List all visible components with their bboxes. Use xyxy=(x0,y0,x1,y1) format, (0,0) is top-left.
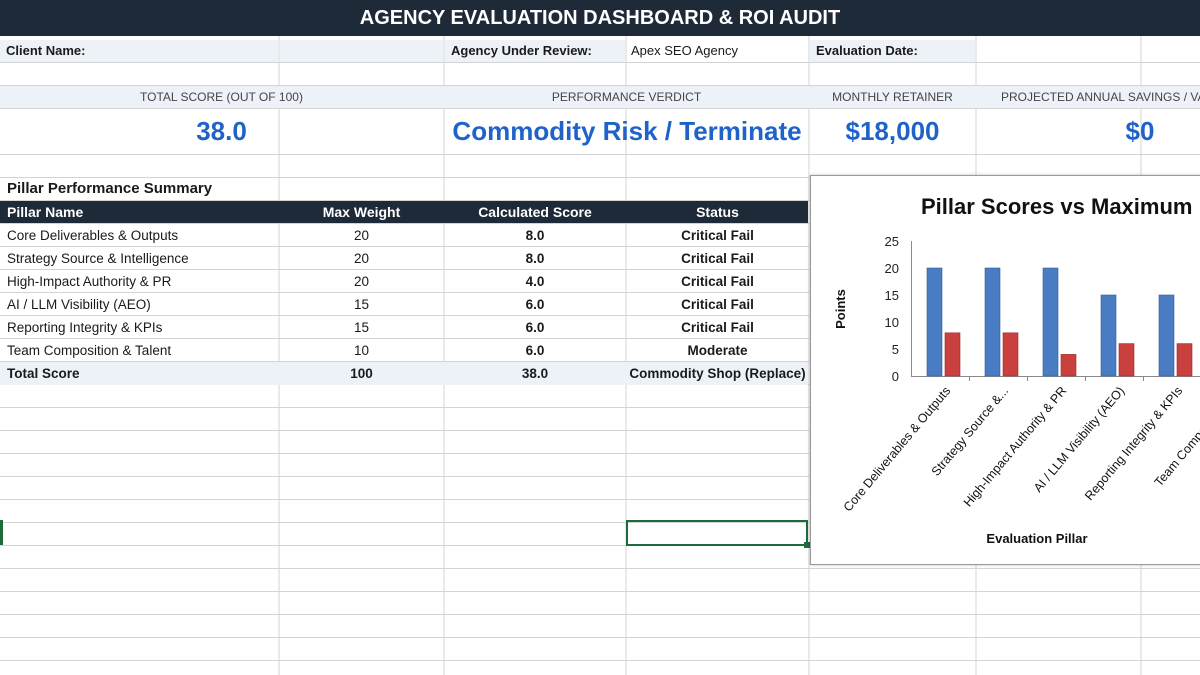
dashboard-banner: AGENCY EVALUATION DASHBOARD & ROI AUDIT xyxy=(0,0,1200,36)
status-cell[interactable]: Critical Fail xyxy=(681,320,754,335)
status-cell[interactable]: Critical Fail xyxy=(681,251,754,266)
fill-handle[interactable] xyxy=(804,542,810,548)
pillar-name-cell[interactable]: AI / LLM Visibility (AEO) xyxy=(7,297,151,312)
x-axis-title: Evaluation Pillar xyxy=(986,531,1087,546)
status-cell[interactable]: Moderate xyxy=(687,343,748,358)
y-tick-label: 0 xyxy=(892,369,899,384)
pillar-chart-svg: Pillar Scores vs Maximum 0 5 10 15 20 25 Points… xyxy=(833,194,1200,546)
calculated-score-cell[interactable]: 8.0 xyxy=(525,251,545,266)
agency-label: Agency Under Review: xyxy=(445,40,625,62)
max-weight-cell[interactable]: 15 xyxy=(353,320,370,335)
max-weight-cell[interactable]: 20 xyxy=(353,228,370,243)
bar-calculated-score xyxy=(1060,354,1077,377)
bar-max-weight xyxy=(1158,294,1175,377)
row-selection-marker xyxy=(0,520,3,545)
calculated-score-cell[interactable]: 6.0 xyxy=(525,297,545,312)
total-score-label: TOTAL SCORE (OUT OF 100) xyxy=(140,90,303,104)
max-weight-cell[interactable]: 20 xyxy=(353,274,370,289)
calculated-score-cell[interactable]: 8.0 xyxy=(525,228,545,243)
summary-title: Pillar Performance Summary xyxy=(7,180,213,197)
status-cell[interactable]: Critical Fail xyxy=(681,228,754,243)
table-row: Reporting Integrity & KPIs 15 6.0 Critical … xyxy=(0,316,808,339)
retainer-value: $18,000 xyxy=(845,116,940,146)
table-row: High-Impact Authority & PR 20 4.0 Critical … xyxy=(0,270,808,293)
y-tick-label: 15 xyxy=(885,288,899,303)
table-row: Strategy Source & Intelligence 20 8.0 Criti… xyxy=(0,247,808,270)
max-weight-cell[interactable]: 10 xyxy=(353,343,370,358)
bar-calculated-score xyxy=(1002,332,1019,377)
y-tick-label: 10 xyxy=(885,315,899,330)
column-header-status: Status xyxy=(696,204,739,220)
column-header-calculated-score: Calculated Score xyxy=(478,204,592,220)
total-row-status: Commodity Shop (Replace) xyxy=(629,366,806,381)
y-tick-label: 25 xyxy=(885,234,899,249)
table-row: Team Composition & Talent 10 6.0 Moderate xyxy=(0,339,808,362)
y-tick-label: 5 xyxy=(892,342,899,357)
pillar-name-cell[interactable]: Core Deliverables & Outputs xyxy=(7,228,179,243)
chart-title: Pillar Scores vs Maximum xyxy=(921,194,1192,219)
evaluation-date-field[interactable] xyxy=(977,40,1140,62)
total-row-max: 100 xyxy=(350,366,373,381)
bar-calculated-score xyxy=(1118,343,1135,377)
total-row-score: 38.0 xyxy=(521,366,549,381)
calculated-score-cell[interactable]: 4.0 xyxy=(525,274,545,289)
selected-cell[interactable] xyxy=(626,520,808,546)
client-name-label: Client Name: xyxy=(0,40,278,62)
x-tick-label: High-Impact Authority & PR xyxy=(961,384,1070,510)
evaluation-date-label: Evaluation Date: xyxy=(810,40,975,62)
summary-header-row: Pillar Name Max Weight Calculated Score … xyxy=(0,201,808,223)
status-cell[interactable]: Critical Fail xyxy=(681,274,754,289)
max-weight-cell[interactable]: 15 xyxy=(353,297,370,312)
total-row-name: Total Score xyxy=(7,366,80,381)
status-cell[interactable]: Critical Fail xyxy=(681,297,754,312)
verdict-value: Commodity Risk / Terminate xyxy=(452,116,802,146)
pillar-name-cell[interactable]: Reporting Integrity & KPIs xyxy=(7,320,163,335)
max-weight-cell[interactable]: 20 xyxy=(353,251,370,266)
bar-max-weight xyxy=(926,267,943,377)
total-score-value: 38.0 xyxy=(196,116,247,146)
table-row: AI / LLM Visibility (AEO) 15 6.0 Critical F… xyxy=(0,293,808,316)
column-header-max-weight: Max Weight xyxy=(322,204,401,220)
savings-value: $0 xyxy=(1125,116,1155,146)
verdict-label: PERFORMANCE VERDICT xyxy=(551,90,702,104)
pillar-chart[interactable]: Pillar Scores vs Maximum 0 5 10 15 20 25 Points… xyxy=(810,175,1200,565)
table-row: Core Deliverables & Outputs 20 8.0 Critical… xyxy=(0,224,808,247)
bar-calculated-score xyxy=(1176,343,1193,377)
bar-max-weight xyxy=(1042,267,1059,377)
x-tick-label: Core Deliverables & Outputs xyxy=(841,384,954,514)
calculated-score-cell[interactable]: 6.0 xyxy=(525,343,545,358)
agency-field[interactable]: Apex SEO Agency xyxy=(631,43,738,58)
bar-calculated-score xyxy=(944,332,961,377)
retainer-label: MONTHLY RETAINER xyxy=(832,90,953,104)
column-header-pillar-name: Pillar Name xyxy=(7,204,84,220)
total-row: Total Score 100 38.0 Commodity Shop (Rep… xyxy=(0,362,808,385)
y-tick-label: 20 xyxy=(885,261,899,276)
x-tick-label: Reporting Integrity & KPIs xyxy=(1082,384,1185,503)
bar-max-weight xyxy=(984,267,1001,377)
client-name-field[interactable] xyxy=(280,40,443,62)
pillar-name-cell[interactable]: Strategy Source & Intelligence xyxy=(7,251,189,266)
savings-label: PROJECTED ANNUAL SAVINGS / VAL xyxy=(1001,90,1200,104)
pillar-name-cell[interactable]: Team Composition & Talent xyxy=(7,343,172,358)
pillar-name-cell[interactable]: High-Impact Authority & PR xyxy=(7,274,172,289)
kpi-label-band xyxy=(0,86,1200,108)
y-axis-title: Points xyxy=(833,289,848,329)
bar-max-weight xyxy=(1100,294,1117,377)
calculated-score-cell[interactable]: 6.0 xyxy=(525,320,545,335)
